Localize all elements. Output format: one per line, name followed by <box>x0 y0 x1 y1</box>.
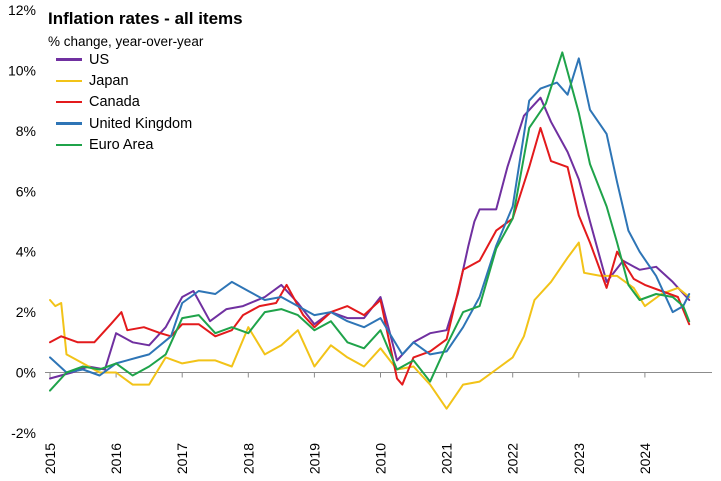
series-line-united-kingdom <box>49 57 691 377</box>
y-tick-label: 10% <box>8 63 36 79</box>
series-line-euro-area <box>49 51 691 392</box>
x-tick-label: 2023 <box>571 443 587 474</box>
legend-label-japan: Japan <box>89 72 129 89</box>
x-tick-label: 2010 <box>373 443 389 474</box>
chart-subtitle: % change, year-over-year <box>48 34 204 49</box>
legend-label-united-kingdom: United Kingdom <box>89 115 193 132</box>
x-tick-label: 2016 <box>108 443 124 474</box>
x-tick-label: 2019 <box>306 443 322 474</box>
chart-series-lines <box>49 51 691 410</box>
legend-item-euro-area: Euro Area <box>56 134 192 155</box>
legend-swatch-us <box>56 58 82 61</box>
legend-item-us: US <box>56 49 192 70</box>
legend-label-canada: Canada <box>89 94 140 111</box>
series-line-canada <box>49 126 691 386</box>
legend-item-united-kingdom: United Kingdom <box>56 113 192 134</box>
y-tick-label: 6% <box>16 183 36 199</box>
x-tick-label: 2018 <box>240 443 256 474</box>
y-tick-label: 8% <box>16 123 36 139</box>
x-tick-label: 2015 <box>42 443 58 474</box>
y-tick-label: 4% <box>16 244 36 260</box>
y-tick-label: 0% <box>16 365 36 381</box>
y-tick-label: 2% <box>16 304 36 320</box>
legend-label-us: US <box>89 51 110 68</box>
legend-item-canada: Canada <box>56 92 192 113</box>
series-line-us <box>49 96 691 380</box>
x-tick-label: 2022 <box>505 443 521 474</box>
y-tick-label: 12% <box>8 2 36 18</box>
legend-swatch-japan <box>56 79 82 83</box>
legend-label-euro-area: Euro Area <box>89 136 154 153</box>
chart-legend: US Japan Canada United Kingdom Euro Area <box>56 49 192 155</box>
x-tick-label: 2021 <box>439 443 455 474</box>
chart-title: Inflation rates - all items <box>48 9 243 28</box>
y-tick-label: -2% <box>11 425 36 441</box>
series-line-japan <box>49 241 691 410</box>
legend-swatch-united-kingdom <box>56 122 82 125</box>
legend-swatch-canada <box>56 100 82 104</box>
legend-item-japan: Japan <box>56 70 192 91</box>
x-tick-label: 2017 <box>174 443 190 474</box>
x-tick-label: 2024 <box>637 443 653 474</box>
legend-swatch-euro-area <box>56 143 82 147</box>
